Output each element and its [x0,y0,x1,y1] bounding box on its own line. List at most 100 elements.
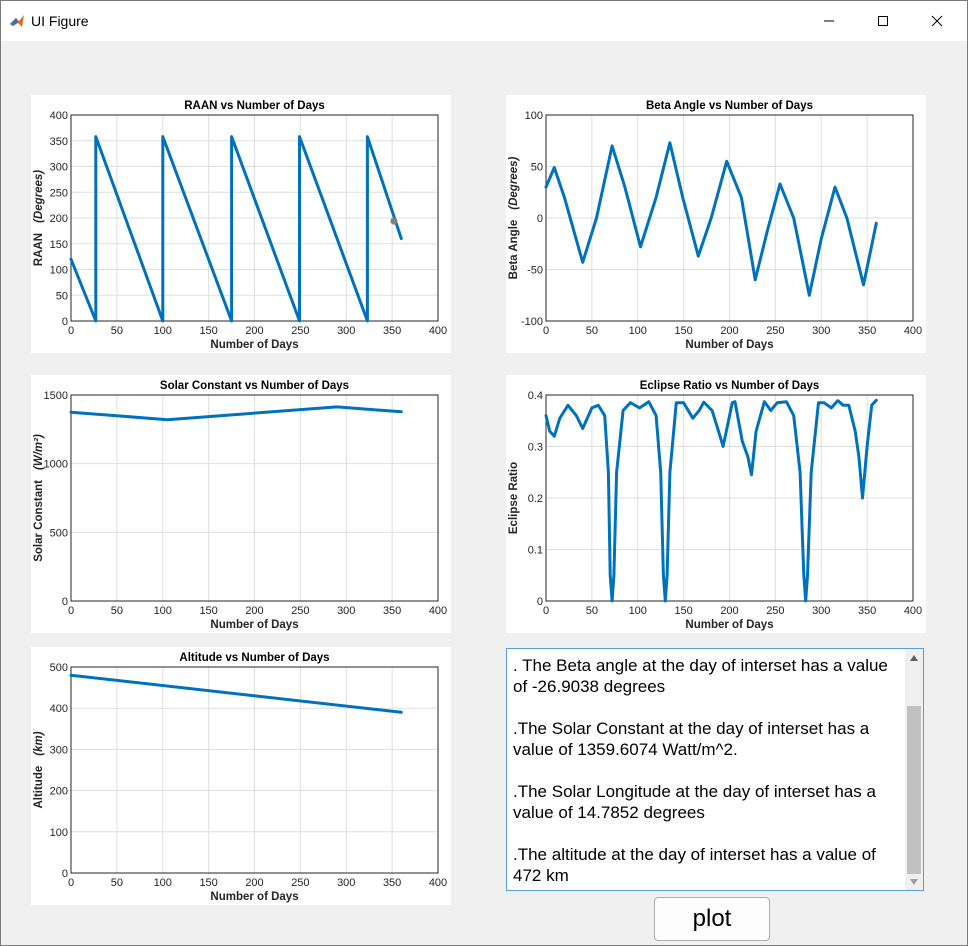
series-line [69,673,403,714]
x-tick-label: 400 [429,877,447,889]
y-tick-label: 0 [537,213,543,225]
altitude-chart[interactable]: 0 50 100 150 200 250 300 350 400 0 100 200 300 400 500… [31,647,451,905]
y-axis-label: RAAN (Degrees) [33,170,45,266]
y-axis-label-name: Solar Constant [33,480,45,562]
x-tick-label: 250 [291,605,309,617]
window-title: UI Figure [31,13,89,29]
chart-svg: 0 50 100 150 200 250 300 350 400 0 500 1000 1500 Sola… [33,380,447,631]
y-tick-label: 100 [525,110,543,122]
y-tick-label: 200 [50,786,68,798]
series-line [544,141,878,297]
x-tick-label: 100 [629,325,647,337]
y-tick-label: 50 [56,290,68,302]
results-text: . The Beta angle at the day of interset … [513,656,888,885]
x-tick-label: 400 [904,605,922,617]
y-axis-label-unit: (W/m²) [33,434,45,470]
y-tick-label: 100 [50,265,68,277]
y-tick-label: 0.2 [528,493,543,505]
scroll-thumb[interactable] [907,706,921,874]
y-tick-label: 50 [531,162,543,174]
chart-title: Solar Constant vs Number of Days [160,380,349,392]
x-tick-label: 200 [245,605,263,617]
beta-angle-chart[interactable]: 0 50 100 150 200 250 300 350 400 -100 -50 0 50 100 Bet… [506,95,926,353]
axes-box [70,666,439,874]
y-tick-label: 0 [62,868,68,880]
y-tick-label: 300 [50,162,68,174]
results-text-area[interactable]: . The Beta angle at the day of interset … [506,648,924,891]
maximize-button[interactable] [860,1,906,41]
data-marker [390,217,398,225]
vertical-scrollbar[interactable] [905,649,923,890]
y-tick-label: 0.3 [528,442,543,454]
x-tick-label: 0 [543,605,549,617]
minimize-icon [824,20,834,22]
x-tick-label: 200 [720,325,738,337]
x-tick-label: 150 [199,325,217,337]
raan-chart[interactable]: 0 50 100 150 200 250 300 350 400 0 50 100 150 200 250 3… [31,95,451,353]
matlab-icon [9,13,25,29]
y-tick-label: 1500 [44,390,68,402]
y-tick-label: 500 [50,527,68,539]
series-line [69,135,403,323]
x-tick-label: 250 [291,877,309,889]
scroll-up-button[interactable] [905,649,923,666]
y-tick-label: 0 [62,316,68,328]
solar-constant-chart[interactable]: 0 50 100 150 200 250 300 350 400 0 500 1000 1500 Sola… [31,375,451,633]
axes-box [545,114,914,322]
y-tick-label: 200 [50,213,68,225]
x-axis-label: Number of Days [210,619,298,631]
x-tick-label: 100 [154,877,172,889]
chart-title: Beta Angle vs Number of Days [646,100,813,112]
y-axis-label-unit: (km) [33,731,45,755]
y-tick-label: 0.4 [528,390,543,402]
y-axis-label-unit: (Degrees) [33,170,45,223]
x-tick-label: 0 [543,325,549,337]
y-tick-label: -100 [521,316,543,328]
y-axis-label: Eclipse Ratio [508,462,520,534]
close-button[interactable] [914,1,960,41]
x-tick-label: 400 [429,605,447,617]
chart-svg: 0 50 100 150 200 250 300 350 400 0 100 200 300 400 500… [33,652,447,903]
x-tick-label: 350 [858,325,876,337]
x-axis-label: Number of Days [685,339,773,351]
axes-box [70,394,439,602]
y-tick-label: 400 [50,703,68,715]
y-axis-label-name: Beta Angle [508,220,520,280]
minimize-button[interactable] [806,1,852,41]
x-tick-label: 300 [337,325,355,337]
chart-svg: 0 50 100 150 200 250 300 350 400 0 0.1 0.2 0.3 0.4 Ecl… [508,380,922,631]
series-line [69,405,403,422]
arrow-up-icon [910,654,918,661]
y-tick-label: 300 [50,744,68,756]
x-tick-label: 300 [337,877,355,889]
x-tick-label: 200 [245,877,263,889]
y-axis-label: Solar Constant (W/m²) [33,434,45,562]
x-tick-label: 0 [68,605,74,617]
y-axis-label: Altitude (km) [33,731,45,808]
chart-title: Altitude vs Number of Days [179,652,329,664]
x-tick-label: 250 [766,325,784,337]
axes-box [545,394,914,602]
x-tick-label: 350 [858,605,876,617]
plot-button[interactable]: plot [654,897,770,941]
close-icon [931,15,943,27]
x-tick-label: 50 [586,605,598,617]
arrow-down-icon [910,878,918,885]
axes-box [70,114,439,322]
title-bar[interactable]: UI Figure [1,1,967,41]
x-tick-label: 250 [291,325,309,337]
x-tick-label: 350 [383,605,401,617]
x-axis-label: Number of Days [210,891,298,903]
y-tick-label: 1000 [44,459,68,471]
x-tick-label: 100 [154,325,172,337]
x-tick-label: 50 [111,325,123,337]
x-tick-label: 300 [812,325,830,337]
x-tick-label: 300 [337,605,355,617]
eclipse-ratio-chart[interactable]: 0 50 100 150 200 250 300 350 400 0 0.1 0.2 0.3 0.4 Ecl… [506,375,926,633]
y-axis-label-name: Altitude [33,766,45,809]
x-tick-label: 100 [629,605,647,617]
x-tick-label: 350 [383,877,401,889]
scroll-down-button[interactable] [905,873,923,890]
x-tick-label: 150 [674,325,692,337]
